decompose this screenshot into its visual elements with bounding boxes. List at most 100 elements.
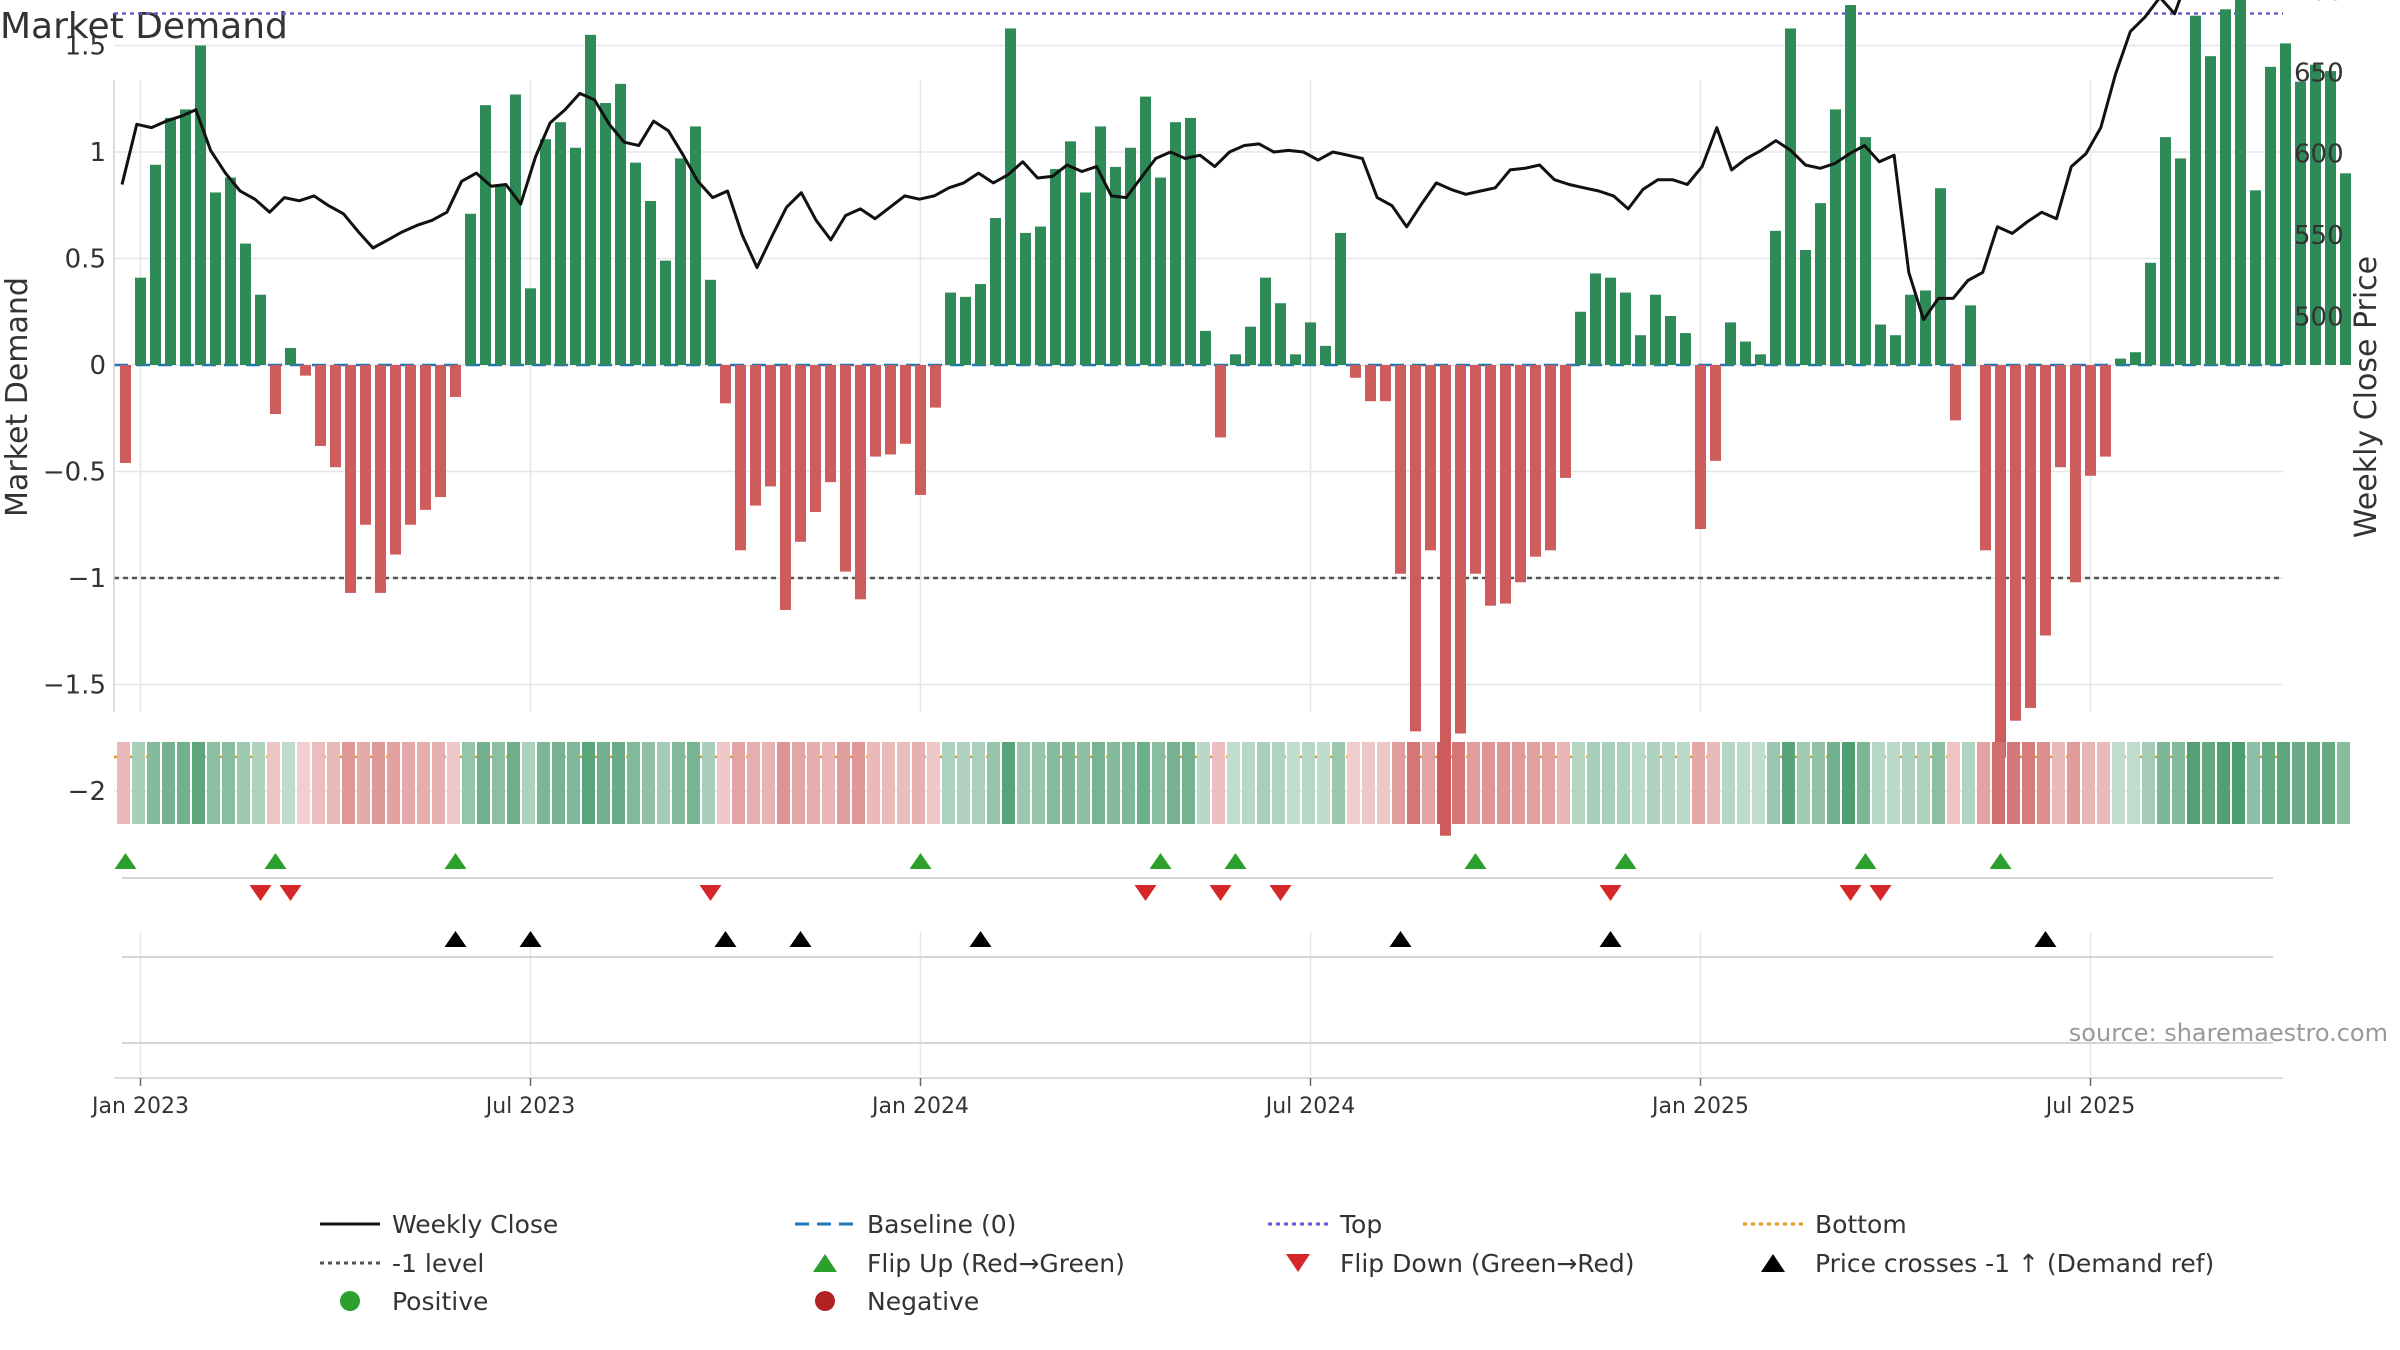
demand-bar [1605,277,1616,365]
demand-bar [150,164,161,365]
heat-cell [1677,742,1690,824]
heat-cell [2247,742,2260,824]
heat-cell [687,742,700,824]
demand-bar [930,365,941,408]
demand-bar [1770,230,1781,365]
heat-cell [702,742,715,824]
price-cross-marker [2034,931,2057,947]
demand-bar [1140,96,1151,366]
heat-cell [192,742,205,824]
demand-bar [1155,177,1166,365]
x-tick-label: Jul 2024 [1264,1094,1356,1119]
heat-cell [1857,742,1870,824]
flip-up-marker [1614,853,1637,869]
legend-swatch [340,1291,360,1311]
demand-bar [405,365,416,525]
heat-cell [1842,742,1855,824]
demand-bar [2010,365,2021,721]
demand-bar [1440,365,1451,836]
legend-label: -1 level [392,1249,484,1278]
demand-bar [1170,122,1181,366]
demand-bar [2190,15,2201,366]
demand-bar [1845,5,1856,366]
heat-cell [987,742,1000,824]
demand-bar [1665,316,1676,365]
heat-cell [1932,742,1945,824]
left-tick-label: 0.5 [65,245,106,275]
heat-cell [1392,742,1405,824]
demand-bar [300,365,311,376]
demand-bar [2025,365,2036,708]
demand-bar [585,34,596,365]
demand-bar [1950,365,1961,421]
demand-bar [345,365,356,593]
demand-bar [1065,141,1076,365]
heat-cell [642,742,655,824]
demand-bar [1890,335,1901,365]
price-cross-marker [1599,931,1622,947]
price-cross-marker [444,931,467,947]
heat-cell [762,742,775,824]
demand-bar [1230,354,1241,365]
heat-cell [1707,742,1720,824]
heat-cell [1047,742,1060,824]
heat-cell [942,742,955,824]
heat-cell [2157,742,2170,824]
heat-cell [477,742,490,824]
demand-bar [2085,365,2096,476]
flip-down-marker [1209,885,1232,901]
heat-cell [1917,742,1930,824]
demand-bar [810,365,821,512]
legend-label: Negative [867,1287,979,1316]
demand-bar [1740,341,1751,365]
heat-cell [672,742,685,824]
grid-layer [114,44,2283,1075]
heat-cell [537,742,550,824]
demand-bar [1395,365,1406,574]
heat-cell [1722,742,1735,824]
heat-cell [627,742,640,824]
heat-cell [1992,742,2005,824]
heat-cell [2187,742,2200,824]
demand-bar [1080,192,1091,365]
demand-bar [1110,166,1121,365]
demand-bar [615,83,626,365]
demand-bar [675,158,686,365]
heat-cell [237,742,250,824]
demand-bar [960,296,971,365]
heat-cell [1362,742,1375,824]
flip-up-marker [114,853,137,869]
demand-bar [990,218,1001,365]
demand-bar [120,365,131,463]
demand-bar [1515,365,1526,583]
heat-cell [912,742,925,824]
demand-bar [135,277,146,365]
demand-bar [660,260,671,365]
demand-bar [1005,28,1016,366]
demand-bar [330,365,341,468]
flip-up-marker [1149,853,1172,869]
heat-cell [2337,742,2350,824]
price-cross-marker [519,931,542,947]
heat-cell [1542,742,1555,824]
heat-cell [1227,742,1240,824]
heat-cell [1137,742,1150,824]
demand-bar [2250,190,2261,365]
demand-bar [480,105,491,365]
demand-bar [885,365,896,455]
legend-label: Top [1339,1210,1382,1239]
demand-bar [1350,365,1361,378]
heat-cell [1902,742,1915,824]
demand-bar [465,213,476,365]
heat-cell [402,742,415,824]
demand-bar [1260,277,1271,365]
heat-cell [612,742,625,824]
demand-bar [1500,365,1511,604]
demand-bar [2220,9,2231,365]
demand-bar [435,365,446,498]
heat-cell [1767,742,1780,824]
demand-bar [2055,365,2066,468]
heat-cell [1617,742,1630,824]
flip-up-marker [1464,853,1487,869]
